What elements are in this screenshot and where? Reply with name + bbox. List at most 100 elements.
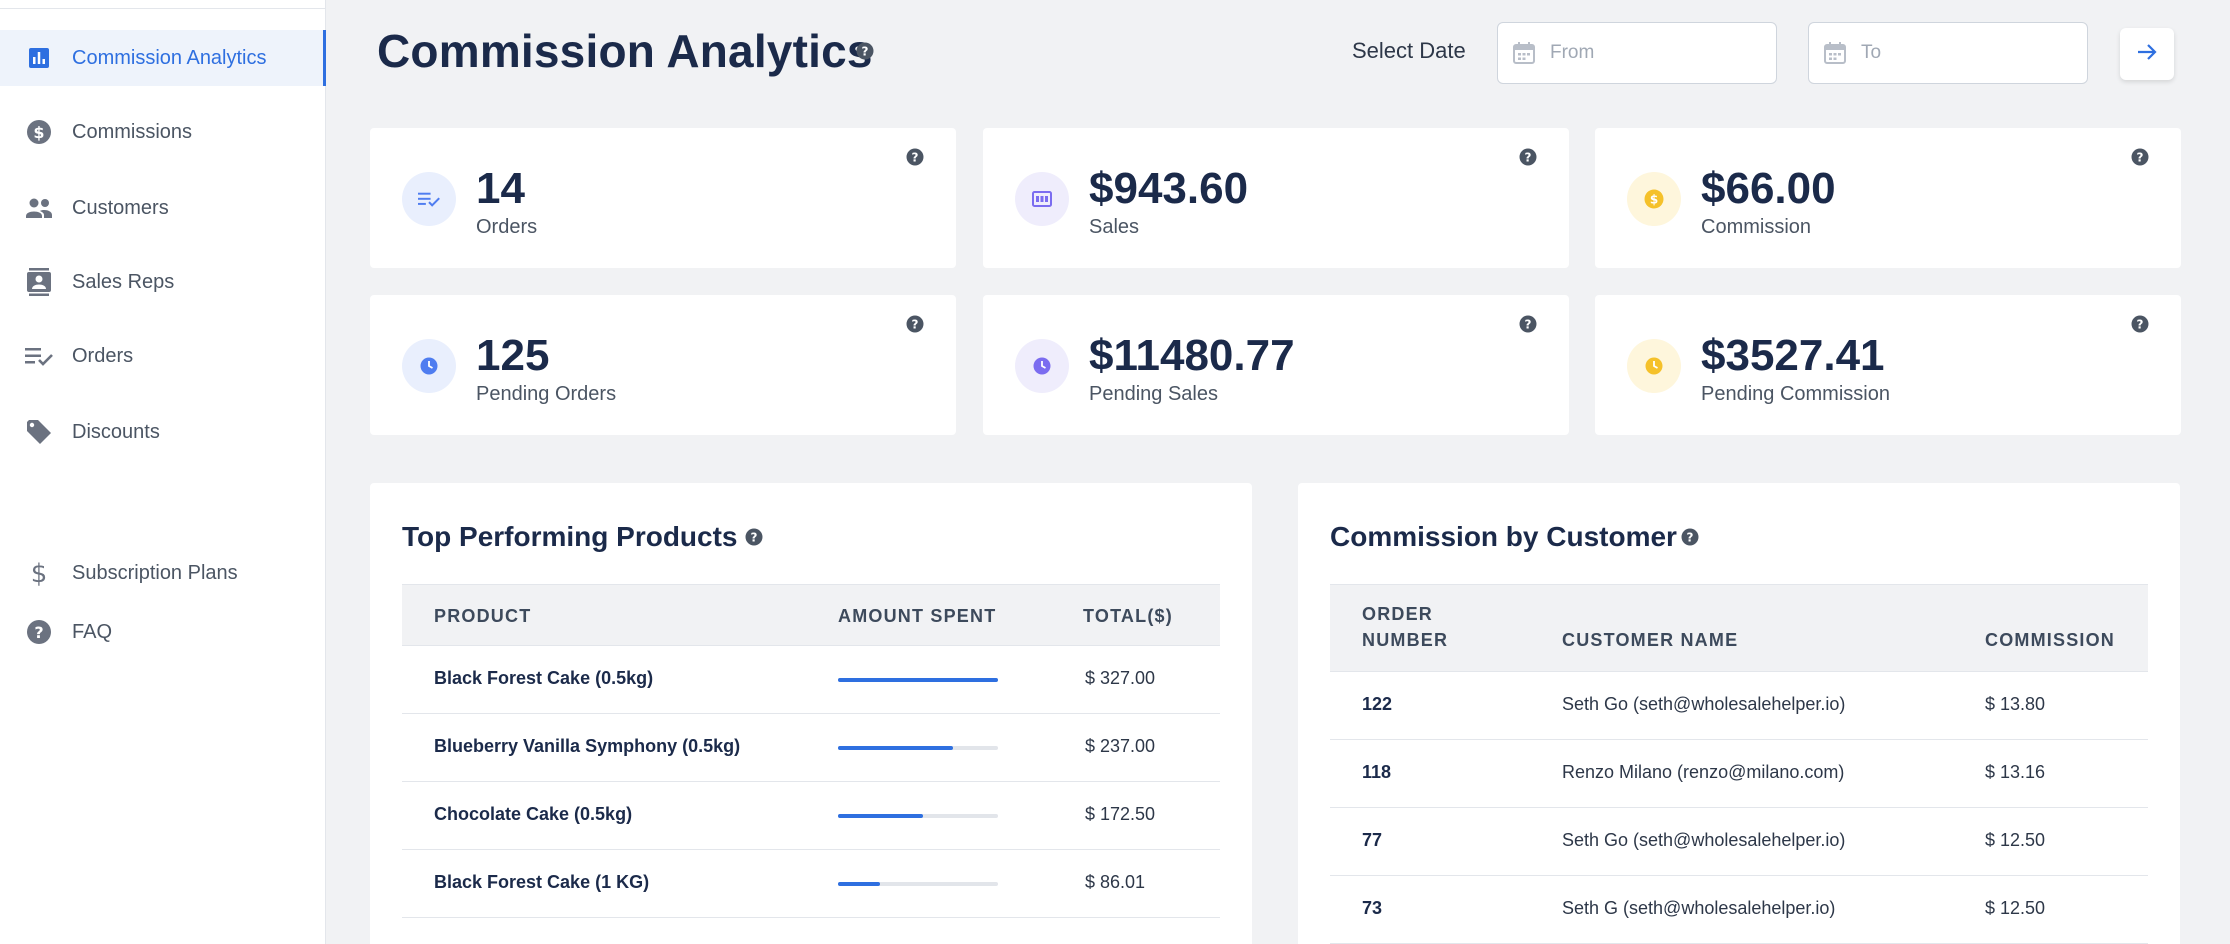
column-header: AMOUNT SPENT	[838, 606, 997, 626]
order-number: 73	[1362, 898, 1383, 918]
help-icon[interactable]: ?	[906, 315, 924, 338]
bar-chart-icon	[24, 43, 54, 73]
to-date-input[interactable]	[1861, 37, 2071, 69]
sidebar-item-label: Commissions	[72, 120, 193, 143]
table-row: 77 Seth Go (seth@wholesalehelper.io) $ 1…	[1330, 808, 2148, 876]
sidebar-item-label: Discounts	[72, 420, 160, 443]
stat-value: $3527.41	[1701, 331, 1885, 380]
help-icon[interactable]: ?	[906, 148, 924, 171]
panel-title: Commission by Customer	[1330, 521, 1677, 552]
calendar-icon	[1823, 41, 1847, 70]
tag-icon	[24, 417, 54, 447]
commission-value: $ 13.16	[1985, 762, 2046, 782]
sidebar-item-discounts[interactable]: Discounts	[0, 404, 326, 460]
sidebar-item-label: FAQ	[72, 620, 113, 643]
sidebar-item-orders[interactable]: Orders	[0, 328, 326, 384]
commission-by-customer-panel: Commission by Customer ? ORDER NUMBER CU…	[1298, 483, 2180, 944]
sidebar-item-label: Sales Reps	[72, 270, 175, 293]
stat-value: $943.60	[1089, 164, 1249, 213]
product-name: Black Forest Cake (1 KG)	[434, 872, 650, 892]
table-row: Blueberry Vanilla Symphony (0.5kg) $ 237…	[402, 714, 1220, 782]
customer-name: Seth Go (seth@wholesalehelper.io)	[1562, 830, 1846, 850]
top-products-panel: Top Performing Products ? PRODUCT AMOUNT…	[370, 483, 1252, 944]
svg-text:?: ?	[2137, 318, 2144, 332]
sidebar-item-label: Orders	[72, 344, 134, 367]
sidebar-item-label: Customers	[72, 196, 169, 219]
svg-text:$: $	[33, 123, 44, 142]
list-check-icon	[24, 341, 54, 371]
column-header: TOTAL($)	[1083, 606, 1173, 626]
table-header: ORDER NUMBER CUSTOMER NAME COMMISSION	[1330, 584, 2148, 672]
sidebar-item-label: Subscription Plans	[72, 561, 238, 584]
sidebar-item-commissions[interactable]: $ Commissions	[0, 104, 326, 160]
stat-card-pending-orders: 125 Pending Orders ?	[370, 295, 956, 435]
help-icon[interactable]: ?	[2131, 148, 2149, 171]
amount-bar	[838, 678, 998, 682]
product-name: Black Forest Cake (0.5kg)	[434, 668, 654, 688]
amount-bar	[838, 814, 998, 818]
amount-bar	[838, 746, 998, 750]
product-name: Blueberry Vanilla Symphony (0.5kg)	[434, 736, 741, 756]
stat-card-orders: 14 Orders ?	[370, 128, 956, 268]
from-date-input[interactable]	[1550, 37, 1760, 69]
sidebar-item-customers[interactable]: Customers	[0, 180, 326, 236]
commission-value: $ 12.50	[1985, 898, 2046, 918]
sidebar-item-commission-analytics[interactable]: Commission Analytics	[0, 30, 326, 86]
sidebar-divider	[0, 8, 326, 9]
help-icon[interactable]: ?	[745, 528, 763, 551]
sidebar-item-sales-reps[interactable]: Sales Reps	[0, 254, 326, 310]
stat-label: Sales	[1089, 216, 1140, 238]
commission-value: $ 12.50	[1985, 830, 2046, 850]
amount-bar-fill	[838, 814, 923, 818]
stat-card-sales: $943.60 Sales ?	[983, 128, 1569, 268]
stat-card-commission: $ $66.00 Commission ?	[1595, 128, 2181, 268]
amount-bar-fill	[838, 746, 954, 750]
svg-text:?: ?	[1525, 151, 1532, 165]
order-number: 122	[1362, 694, 1393, 714]
stat-card-pending-commission: $3527.41 Pending Commission ?	[1595, 295, 2181, 435]
product-total: $ 172.50	[1085, 804, 1156, 824]
from-date-field[interactable]	[1497, 22, 1777, 84]
customer-name: Seth Go (seth@wholesalehelper.io)	[1562, 694, 1846, 714]
amount-bar-fill	[838, 882, 880, 886]
product-name: Chocolate Cake (0.5kg)	[434, 804, 633, 824]
svg-text:?: ?	[751, 531, 758, 545]
order-number: 118	[1362, 762, 1392, 782]
product-total: $ 86.01	[1085, 872, 1146, 892]
customer-name: Renzo Milano (renzo@milano.com)	[1562, 762, 1845, 782]
amount-bar-fill	[838, 678, 998, 682]
stat-label: Pending Sales	[1089, 383, 1218, 405]
list-check-icon	[402, 172, 456, 226]
commission-value: $ 13.80	[1985, 694, 2046, 714]
receipt-icon	[1015, 172, 1069, 226]
stat-value: $66.00	[1701, 164, 1836, 213]
clock-icon	[402, 339, 456, 393]
people-icon	[24, 193, 54, 223]
table-row: 122 Seth Go (seth@wholesalehelper.io) $ …	[1330, 672, 2148, 740]
help-icon[interactable]: ?	[1519, 315, 1537, 338]
arrow-right-icon	[2137, 43, 2157, 66]
contact-card-icon	[24, 267, 54, 297]
table-row: Black Forest Cake (1 KG) $ 86.01	[402, 850, 1220, 918]
svg-text:?: ?	[1525, 318, 1532, 332]
sidebar-item-subscription-plans[interactable]: $ Subscription Plans	[0, 545, 326, 601]
stat-value: 14	[476, 164, 525, 213]
apply-date-button[interactable]	[2120, 28, 2174, 80]
help-icon[interactable]: ?	[1681, 528, 1699, 551]
column-header: ORDER NUMBER	[1362, 604, 1449, 650]
stat-label: Pending Orders	[476, 383, 617, 405]
help-icon[interactable]: ?	[1519, 148, 1537, 171]
product-total: $ 237.00	[1085, 736, 1156, 756]
svg-text:?: ?	[862, 45, 869, 59]
stat-label: Pending Commission	[1701, 383, 1890, 405]
to-date-field[interactable]	[1808, 22, 2088, 84]
help-icon[interactable]: ?	[2131, 315, 2149, 338]
sidebar-item-faq[interactable]: ? FAQ	[0, 604, 326, 660]
table-row: 73 Seth G (seth@wholesalehelper.io) $ 12…	[1330, 876, 2148, 944]
help-icon[interactable]: ?	[856, 42, 874, 65]
svg-text:$: $	[1650, 193, 1658, 207]
column-header: CUSTOMER NAME	[1562, 630, 1739, 650]
table-row: Black Forest Cake (0.5kg) $ 327.00	[402, 646, 1220, 714]
svg-text:?: ?	[34, 623, 43, 642]
clock-icon	[1627, 339, 1681, 393]
